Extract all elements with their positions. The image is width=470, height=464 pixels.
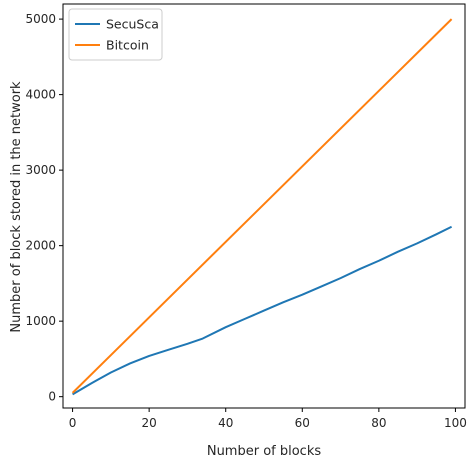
y-tick-label: 4000	[25, 88, 56, 102]
x-tick-label: 0	[69, 416, 77, 430]
legend: SecuSca Bitcoin	[68, 8, 163, 61]
x-tick-label: 100	[444, 416, 467, 430]
series-line-secusca	[72, 225, 453, 396]
x-axis-label: Number of blocks	[207, 444, 322, 459]
y-tick-label: 2000	[25, 239, 56, 253]
x-tick-label: 20	[142, 416, 157, 430]
plot-lines	[71, 18, 453, 396]
legend-label-secusca: SecuSca	[106, 17, 159, 32]
legend-label-bitcoin: Bitcoin	[106, 38, 149, 53]
series-line-bitcoin	[71, 18, 453, 394]
y-tick-label: 1000	[25, 314, 56, 328]
legend-box	[68, 8, 163, 61]
y-tick-label: 3000	[25, 163, 56, 177]
plot-frame	[62, 3, 466, 409]
y-tick-label: 0	[48, 390, 56, 404]
x-tick-label: 60	[295, 416, 310, 430]
y-tick-label: 5000	[25, 12, 56, 26]
y-axis-label: Number of block stored in the network	[9, 81, 24, 333]
x-tick-label: 80	[371, 416, 386, 430]
y-axis-ticks: 0 1000 2000 3000 4000 5000	[25, 12, 63, 404]
x-axis-ticks: 0 20 40 60 80 100	[69, 408, 467, 430]
x-tick-label: 40	[218, 416, 233, 430]
